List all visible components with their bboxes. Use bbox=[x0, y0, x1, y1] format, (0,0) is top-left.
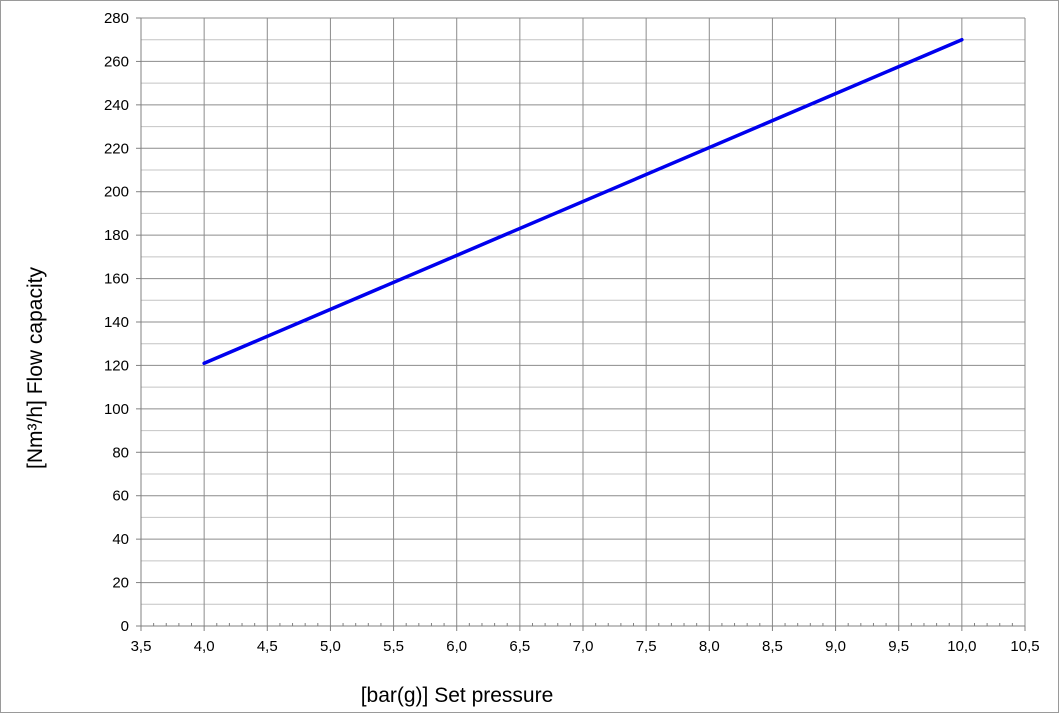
x-tick-label: 10,5 bbox=[1010, 638, 1039, 655]
x-tick-label: 8,0 bbox=[699, 638, 720, 655]
x-tick-labels: 3,5 4,0 4,5 5,0 5,5 6,0 6,5 7,0 7,5 8,0 8,5 9,0 9,5 1… bbox=[131, 638, 1040, 655]
x-tick-label: 9,0 bbox=[825, 638, 846, 655]
x-tick-label: 7,0 bbox=[573, 638, 594, 655]
x-tick-label: 7,5 bbox=[636, 638, 657, 655]
x-tick-label: 4,0 bbox=[194, 638, 215, 655]
x-tick-label: 4,5 bbox=[257, 638, 278, 655]
x-tick-label: 9,5 bbox=[888, 638, 909, 655]
y-tick-label: 40 bbox=[112, 531, 129, 548]
y-tick-label: 0 bbox=[121, 618, 129, 635]
series-line bbox=[202, 37, 964, 366]
y-tick-label: 20 bbox=[112, 575, 129, 592]
y-tick-label: 200 bbox=[104, 184, 129, 201]
y-tick-label: 60 bbox=[112, 488, 129, 505]
x-tick-label: 8,5 bbox=[762, 638, 783, 655]
x-tick-label: 5,5 bbox=[383, 638, 404, 655]
x-tick-label: 3,5 bbox=[131, 638, 152, 655]
x-tick-label: 5,0 bbox=[320, 638, 341, 655]
x-axis-title: [bar(g)] Set pressure bbox=[361, 684, 554, 707]
axes bbox=[136, 17, 1026, 631]
series-group bbox=[202, 37, 964, 366]
y-tick-labels: 0 20 40 60 80 100 120 140 160 180 200 220 240 260 280 bbox=[104, 10, 129, 635]
y-tick-label: 160 bbox=[104, 271, 129, 288]
y-tick-label: 140 bbox=[104, 314, 129, 331]
x-tick-label: 6,5 bbox=[509, 638, 530, 655]
y-tick-label: 80 bbox=[112, 444, 129, 461]
y-tick-label: 100 bbox=[104, 401, 129, 418]
y-tick-label: 240 bbox=[104, 97, 129, 114]
x-tick-label: 10,0 bbox=[947, 638, 976, 655]
y-tick-label: 120 bbox=[104, 357, 129, 374]
y-tick-label: 260 bbox=[104, 53, 129, 70]
x-tick-label: 6,0 bbox=[446, 638, 467, 655]
y-tick-label: 180 bbox=[104, 227, 129, 244]
y-tick-label: 280 bbox=[104, 10, 129, 27]
grid bbox=[141, 17, 1026, 626]
y-tick-label: 220 bbox=[104, 140, 129, 157]
y-axis-title: [Nm³/h] Flow capacity bbox=[24, 267, 47, 469]
